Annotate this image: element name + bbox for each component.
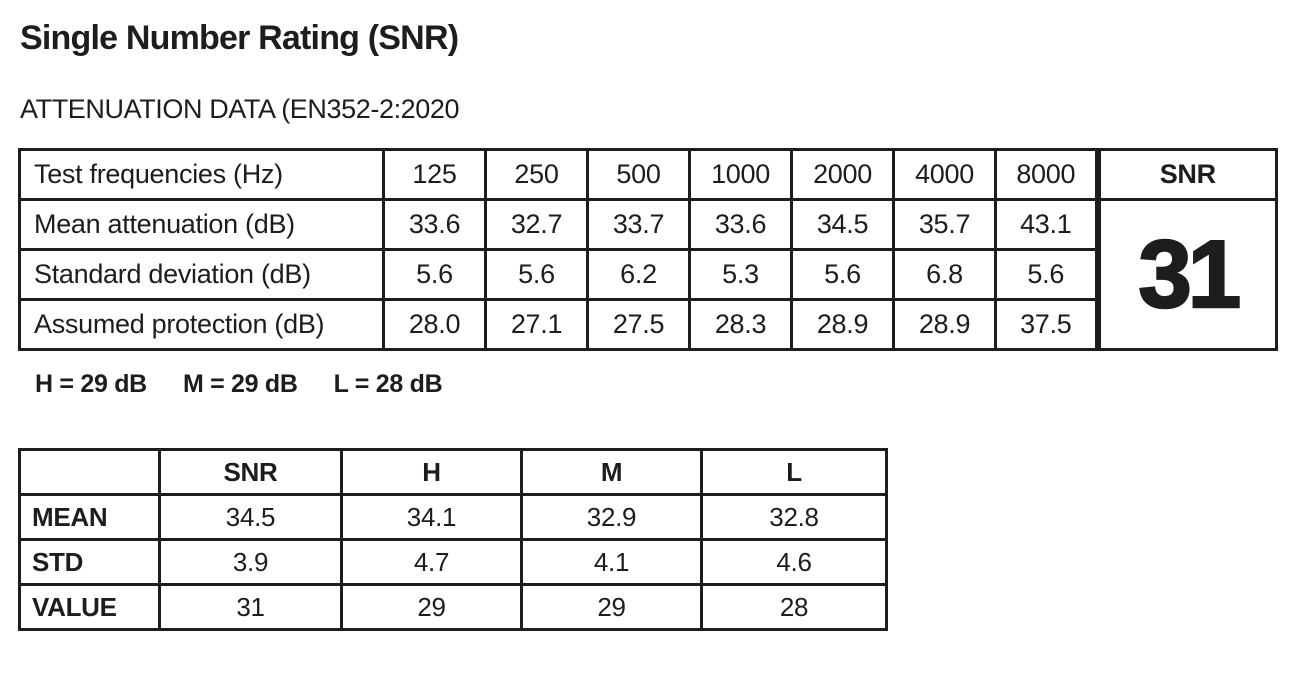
l-rating: L = 28 dB [333,370,443,399]
column-header-m: M [520,448,703,497]
column-header-h: H [340,448,523,497]
mean-attenuation-cell: 33.6 [382,198,487,252]
mean-attenuation-cell: 43.1 [994,198,1099,252]
snr-column-header: SNR [1094,148,1278,202]
hml-summary-line: H = 29 dB M = 29 dB L = 28 dB [18,370,1304,399]
assumed-protection-cell: 27.1 [484,298,589,352]
table-row-frequencies: Test frequencies (Hz) 125 250 500 1000 2… [18,148,1278,202]
mean-value-cell: 34.5 [158,493,343,542]
standard-deviation-cell: 5.6 [382,248,487,302]
assumed-protection-cell: 28.9 [892,298,997,352]
m-rating: M = 29 dB [182,370,298,399]
frequency-cell: 125 [382,148,487,202]
mean-value-cell: 32.8 [700,493,888,542]
rating-value-cell: 29 [340,583,523,632]
frequency-cell: 2000 [790,148,895,202]
table-row-standard-deviation: Standard deviation (dB) 5.6 5.6 6.2 5.3 … [18,248,1277,302]
summary-row-std: STD 3.9 4.7 4.1 4.6 [18,538,888,587]
frequency-cell: 4000 [892,148,997,202]
mean-attenuation-cell: 34.5 [790,198,895,252]
table-row-assumed-protection: Assumed protection (dB) 28.0 27.1 27.5 2… [18,298,1277,352]
row-label-mean: MEAN [18,493,161,542]
table-row-mean-attenuation: Mean attenuation (dB) 33.6 32.7 33.7 33.… [18,198,1278,352]
row-label-test-frequencies: Test frequencies (Hz) [18,148,385,202]
mean-attenuation-cell: 33.6 [688,198,793,252]
row-label-value: VALUE [18,583,161,632]
assumed-protection-cell: 28.0 [382,298,487,352]
page-subtitle: ATTENUATION DATA (EN352-2:2020 [20,94,460,125]
frequency-cell: 500 [586,148,691,202]
snr-value: 31 [1094,198,1278,352]
mean-attenuation-cell: 33.7 [586,198,691,252]
page-title: Single Number Rating (SNR) [20,19,459,57]
row-label-assumed-protection: Assumed protection (dB) [18,298,385,352]
corner-cell [18,448,161,497]
summary-table: SNR H M L MEAN 34.5 34.1 32.9 32.8 STD 3… [18,448,888,632]
std-value-cell: 4.6 [700,538,888,587]
summary-header-row: SNR H M L [18,448,888,497]
row-label-std: STD [18,538,161,587]
std-value-cell: 4.7 [340,538,523,587]
mean-attenuation-cell: 32.7 [484,198,589,252]
mean-value-cell: 32.9 [520,493,703,542]
column-header-l: L [700,448,888,497]
row-label-mean-attenuation: Mean attenuation (dB) [18,198,385,252]
rating-value-cell: 31 [158,583,343,632]
assumed-protection-cell: 37.5 [994,298,1099,352]
standard-deviation-cell: 5.6 [994,248,1099,302]
frequency-cell: 8000 [994,148,1099,202]
frequency-cell: 1000 [688,148,793,202]
attenuation-table: Test frequencies (Hz) 125 250 500 1000 2… [18,148,1278,352]
column-header-snr: SNR [158,448,343,497]
standard-deviation-cell: 6.8 [892,248,997,302]
h-rating: H = 29 dB [35,370,147,399]
assumed-protection-cell: 28.9 [790,298,895,352]
standard-deviation-cell: 5.6 [790,248,895,302]
assumed-protection-cell: 27.5 [586,298,691,352]
frequency-cell: 250 [484,148,589,202]
row-label-standard-deviation: Standard deviation (dB) [18,248,385,302]
standard-deviation-cell: 5.6 [484,248,589,302]
page-content: Single Number Rating (SNR) ATTENUATION D… [18,19,1304,632]
standard-deviation-cell: 5.3 [688,248,793,302]
summary-row-mean: MEAN 34.5 34.1 32.9 32.8 [18,493,888,542]
summary-row-value: VALUE 31 29 29 28 [18,583,888,632]
rating-value-cell: 28 [700,583,888,632]
mean-attenuation-cell: 35.7 [892,198,997,252]
std-value-cell: 3.9 [158,538,343,587]
standard-deviation-cell: 6.2 [586,248,691,302]
assumed-protection-cell: 28.3 [688,298,793,352]
std-value-cell: 4.1 [520,538,703,587]
mean-value-cell: 34.1 [340,493,523,542]
rating-value-cell: 29 [520,583,703,632]
